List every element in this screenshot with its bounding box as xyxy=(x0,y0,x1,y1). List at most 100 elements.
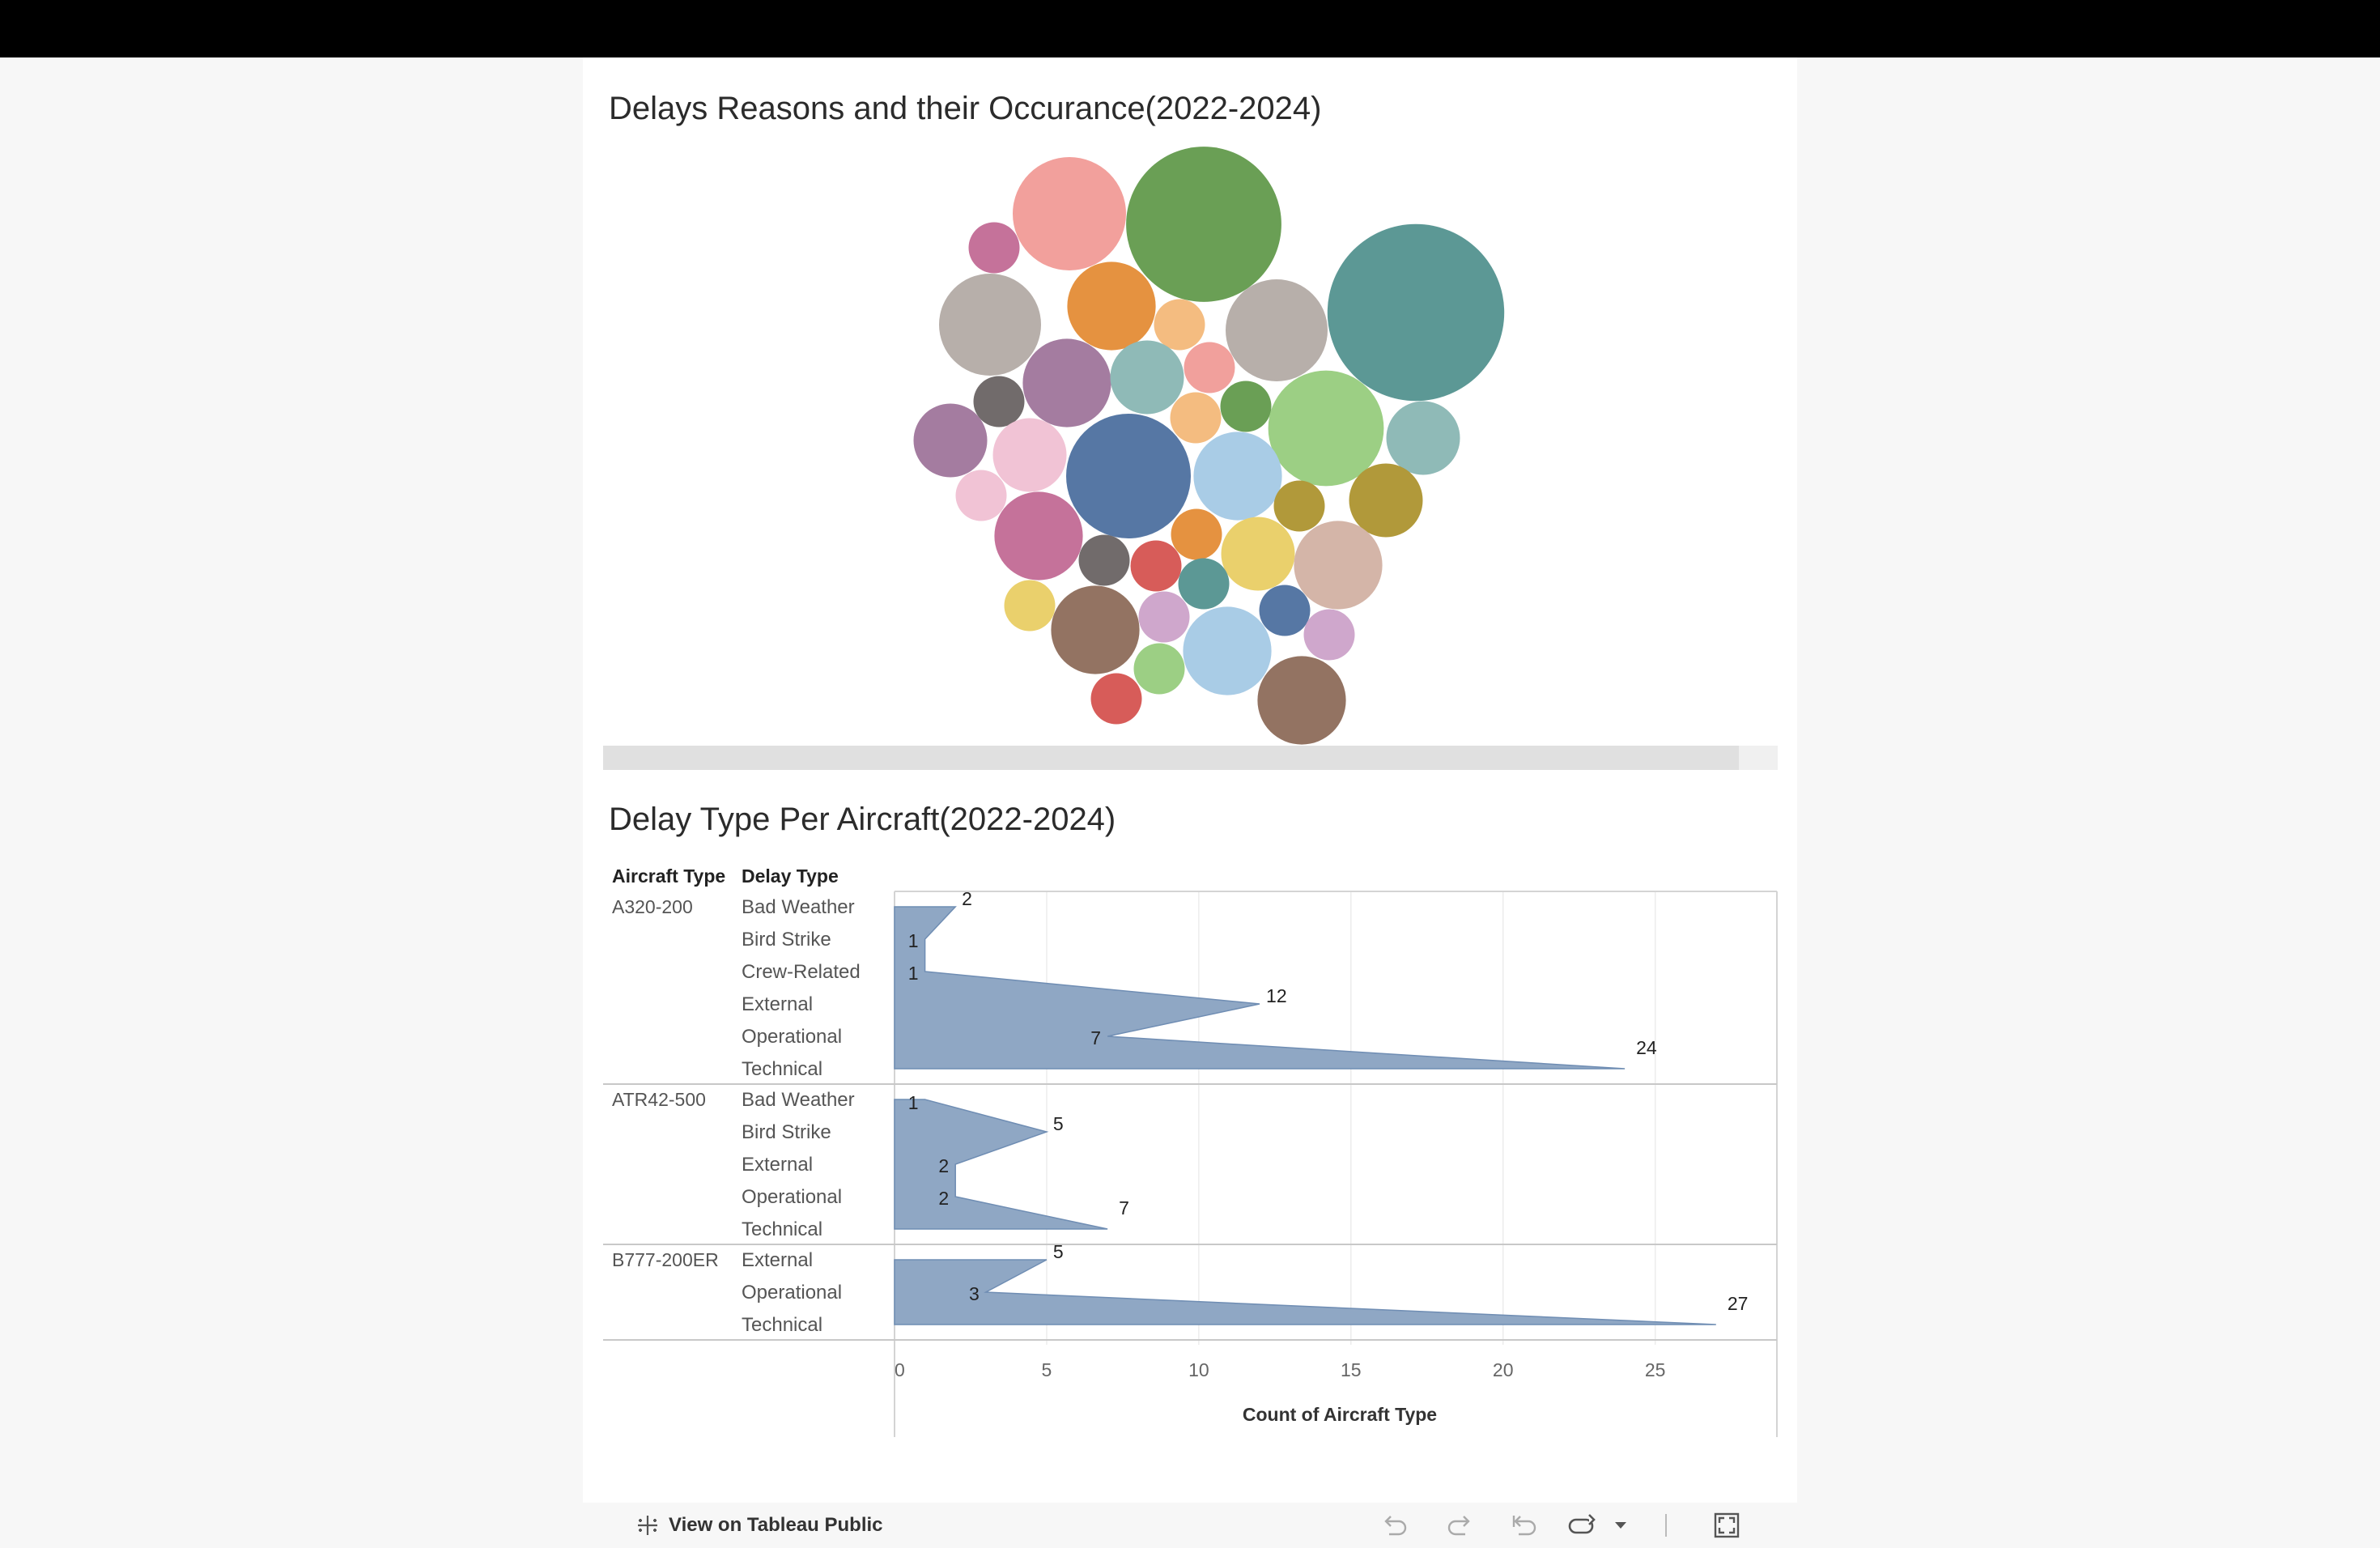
bubble[interactable] xyxy=(973,376,1025,427)
share-icon xyxy=(1568,1514,1596,1534)
bubble-chart-title: Delays Reasons and their Occurance(2022-… xyxy=(609,91,1322,126)
delay-type-label: Operational xyxy=(742,1026,842,1048)
delay-type-label: Operational xyxy=(742,1282,842,1303)
fullscreen-button[interactable] xyxy=(1711,1511,1743,1540)
undo-icon xyxy=(1384,1516,1407,1536)
area-series[interactable] xyxy=(894,1259,1716,1325)
bubble[interactable] xyxy=(1133,643,1185,695)
bubble[interactable] xyxy=(1386,401,1460,475)
tableau-logo-icon xyxy=(638,1516,657,1535)
bubble[interactable] xyxy=(1154,299,1205,351)
data-label: 1 xyxy=(908,930,919,951)
area-series[interactable] xyxy=(894,906,1626,1070)
bubble[interactable] xyxy=(994,491,1083,580)
delay-type-label: Operational xyxy=(742,1186,842,1208)
bubble[interactable] xyxy=(1268,370,1384,487)
data-label: 7 xyxy=(1090,1027,1101,1048)
data-label: 12 xyxy=(1266,985,1287,1006)
revert-icon xyxy=(1512,1516,1536,1536)
bubble[interactable] xyxy=(1110,340,1184,415)
delay-type-label: Bird Strike xyxy=(742,1121,831,1143)
bubble[interactable] xyxy=(1126,147,1281,302)
bubble[interactable] xyxy=(1259,585,1311,636)
x-axis-title: Count of Aircraft Type xyxy=(1243,1404,1437,1425)
data-label: 5 xyxy=(1053,1241,1064,1262)
view-on-tableau-public-link[interactable]: View on Tableau Public xyxy=(635,1511,883,1540)
delay-chart-title: Delay Type Per Aircraft(2022-2024) xyxy=(609,802,1116,837)
data-label: 24 xyxy=(1636,1037,1657,1058)
view-on-tableau-public-label: View on Tableau Public xyxy=(669,1514,883,1536)
bubble[interactable] xyxy=(1013,157,1126,270)
dropdown-icon xyxy=(1615,1522,1626,1529)
aircraft-type-header: Aircraft Type xyxy=(612,865,725,887)
bubble-chart xyxy=(913,147,1505,745)
delay-type-chart: Aircraft Type Delay Type A320-200 Bad Weath… xyxy=(603,865,1778,1437)
delay-type-label: Bird Strike xyxy=(742,929,831,950)
top-black-bar xyxy=(0,0,2380,57)
data-label: 2 xyxy=(938,1188,949,1209)
redo-icon xyxy=(1447,1516,1470,1536)
data-label: 2 xyxy=(938,1155,949,1176)
bubble[interactable] xyxy=(1067,262,1156,351)
bubble[interactable] xyxy=(968,222,1020,274)
bubble[interactable] xyxy=(1022,338,1111,427)
bubble[interactable] xyxy=(1294,521,1383,610)
bubble[interactable] xyxy=(1051,585,1140,674)
delay-type-label: External xyxy=(742,1249,813,1271)
bubble[interactable] xyxy=(1171,508,1222,560)
bubble[interactable] xyxy=(1273,480,1325,532)
bubble[interactable] xyxy=(1090,673,1142,725)
bubble[interactable] xyxy=(992,418,1067,492)
bubble[interactable] xyxy=(1004,580,1056,632)
fullscreen-icon xyxy=(1714,1512,1740,1538)
redo-button[interactable] xyxy=(1443,1511,1476,1540)
data-label: 3 xyxy=(969,1283,980,1304)
data-label: 1 xyxy=(908,963,919,984)
bubble[interactable] xyxy=(1221,517,1295,591)
x-tick-label: 20 xyxy=(1493,1359,1514,1380)
delay-type-header: Delay Type xyxy=(742,865,839,887)
delay-type-label: Technical xyxy=(742,1218,822,1240)
bubble[interactable] xyxy=(1193,432,1282,521)
bubble[interactable] xyxy=(913,403,988,478)
bubble[interactable] xyxy=(1349,463,1423,538)
bubble[interactable] xyxy=(1327,223,1505,402)
bubble[interactable] xyxy=(939,274,1041,376)
x-tick-label: 10 xyxy=(1188,1359,1209,1380)
share-dropdown-button[interactable] xyxy=(1609,1511,1633,1540)
bubble[interactable] xyxy=(1138,591,1190,643)
bubble[interactable] xyxy=(1078,534,1130,586)
bubble[interactable] xyxy=(1184,342,1235,393)
bubble[interactable] xyxy=(1226,279,1328,381)
x-tick-label: 15 xyxy=(1341,1359,1362,1380)
bubble[interactable] xyxy=(955,470,1007,521)
share-button[interactable] xyxy=(1566,1511,1599,1540)
delay-type-label: Crew-Related xyxy=(742,961,861,983)
bubble[interactable] xyxy=(1170,392,1222,444)
undo-button[interactable] xyxy=(1379,1511,1411,1540)
data-label: 5 xyxy=(1053,1113,1064,1134)
bubble[interactable] xyxy=(1303,609,1355,661)
bubble[interactable] xyxy=(1220,381,1272,432)
bubble[interactable] xyxy=(1130,540,1182,592)
data-label: 27 xyxy=(1728,1293,1749,1314)
delay-type-label: External xyxy=(742,1154,813,1176)
x-tick-label: 0 xyxy=(895,1359,905,1380)
delay-type-label: Technical xyxy=(742,1314,822,1336)
aircraft-type-label: A320-200 xyxy=(612,896,693,917)
delay-type-label: Bad Weather xyxy=(742,1089,855,1111)
delay-type-label: External xyxy=(742,993,813,1015)
x-tick-label: 5 xyxy=(1042,1359,1052,1380)
bubble[interactable] xyxy=(1066,414,1191,538)
delay-type-label: Bad Weather xyxy=(742,896,855,918)
bubble[interactable] xyxy=(1257,656,1346,745)
data-label: 7 xyxy=(1119,1197,1129,1218)
delay-type-label: Technical xyxy=(742,1058,822,1080)
toolbar-separator xyxy=(1665,1514,1667,1537)
horizontal-scrollbar-thumb[interactable] xyxy=(603,746,1739,770)
area-series[interactable] xyxy=(894,1099,1108,1230)
bubble[interactable] xyxy=(1183,606,1272,695)
revert-button[interactable] xyxy=(1508,1511,1541,1540)
tableau-toolbar xyxy=(583,1503,1797,1548)
bubble[interactable] xyxy=(1178,558,1230,610)
